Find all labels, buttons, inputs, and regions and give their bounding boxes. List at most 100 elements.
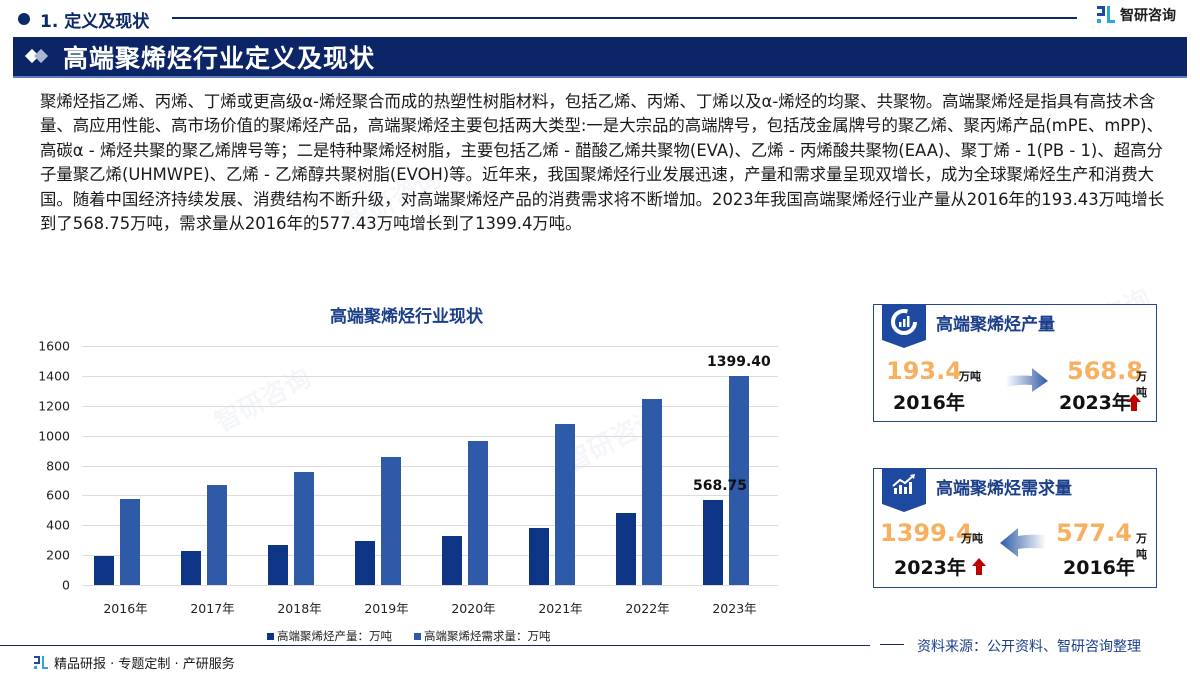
demand-bar [555,424,575,585]
brand-name: 智研咨询 [1120,8,1176,24]
to-unit: 万吨 [961,532,983,545]
x-tick-label: 2022年 [625,601,670,616]
demand-card: 高端聚烯烃需求量 1399.4 万吨 2023年 577.4 万吨 2016年 [873,468,1157,588]
footer-slogan: 精品研报 · 专题定制 · 产研服务 [34,653,235,672]
y-tick-label: 1400 [38,368,70,384]
y-tick-label: 1600 [38,338,70,354]
y-tick-label: 1200 [38,398,70,414]
production-bar [529,527,549,585]
title-banner: 高端聚烯烃行业定义及现状 [13,37,1187,78]
x-tick-label: 2020年 [451,601,496,616]
to-year: 2023年 [894,557,966,579]
bar-chart: 0 200 400 600 800 1000 1200 1400 1600 568.75 1399… [0,330,860,643]
legend-swatch [267,632,274,640]
x-tick-label: 2016年 [103,601,148,616]
bar-group [82,346,169,585]
bar-group [430,346,517,585]
demand-bar [207,485,227,585]
arrow-left-icon [1000,528,1046,557]
bar-group [256,346,343,585]
from-value: 577.4 [1056,519,1132,547]
gridline [82,585,778,586]
legend-label: 高端聚烯烃产量：万吨 [277,629,392,643]
slogan-text: 精品研报 · 专题定制 · 产研服务 [54,657,235,672]
production-bar [181,550,201,585]
gridline [82,555,778,557]
production-bar [355,540,375,585]
footer-divider [0,645,870,646]
x-tick-label: 2019年 [364,601,409,616]
section-divider [172,17,1077,19]
bar-group [604,346,691,585]
y-tick-label: 400 [46,517,70,533]
section-header: 1. 定义及现状 [18,6,149,32]
data-label: 568.75 [693,478,748,495]
legend-label: 高端聚烯烃需求量：万吨 [424,629,551,643]
production-card: 高端聚烯烃产量 193.4 万吨 2016年 568.8 万吨 2023年 [873,304,1157,422]
production-bar [268,545,288,585]
to-value: 1399.4 [880,519,973,547]
demand-bar [381,457,401,585]
source-divider [880,644,904,645]
y-tick-label: 200 [46,547,70,563]
brand-logo: 智研咨询 [1097,5,1176,25]
demand-bar [642,398,662,585]
legend-swatch [414,632,421,640]
x-tick-label: 2017年 [190,601,235,616]
chart-title: 高端聚烯烃行业现状 [330,307,483,327]
y-tick-label: 1000 [38,428,70,444]
y-tick-label: 600 [46,487,70,503]
logo-mark-icon [1097,6,1115,24]
demand-bar [729,375,749,585]
to-year: 2023年 [1059,392,1131,414]
to-unit: 万吨 [1136,370,1147,399]
bar-group [691,346,778,585]
plot-area: 568.75 1399.40 [82,346,778,586]
from-unit: 万吨 [1136,532,1147,561]
y-tick-label: 800 [46,458,70,473]
card-title: 高端聚烯烃需求量 [936,479,1072,499]
diamond-icon [24,48,51,64]
chart-legend: 高端聚烯烃产量：万吨 高端聚烯烃需求量：万吨 [267,628,573,644]
gridline [82,435,778,437]
x-tick-label: 2021年 [538,601,583,616]
gridline [82,465,778,467]
production-bar [94,556,114,585]
production-bar [616,512,636,585]
arrow-right-icon [1006,368,1048,392]
banner-title: 高端聚烯烃行业定义及现状 [63,43,376,73]
data-label: 1399.40 [707,353,771,370]
production-bar [703,500,723,585]
gridline [82,525,778,527]
gridline [82,346,778,347]
bar-group [169,346,256,585]
legend-item-demand: 高端聚烯烃需求量：万吨 [414,628,551,644]
from-year: 2016年 [1063,557,1135,579]
gridline [82,375,778,377]
x-tick-label: 2023年 [712,601,757,616]
gridline [82,495,778,497]
legend-item-production: 高端聚烯烃产量：万吨 [267,628,392,644]
up-arrow-icon [972,558,986,576]
intro-paragraph: 聚烯烃指乙烯、丙烯、丁烯或更高级α-烯烃聚合而成的热塑性树脂材料，包括乙烯、丙烯… [40,92,1165,234]
production-bar [442,536,462,585]
x-tick-label: 2018年 [277,601,322,616]
section-title: 1. 定义及现状 [40,11,150,32]
up-arrow-icon [1127,394,1141,412]
from-year: 2016年 [893,392,965,414]
data-source: 资料来源：公开资料、智研咨询整理 [917,639,1141,655]
card-title: 高端聚烯烃产量 [936,315,1055,335]
from-value: 193.4 [886,357,962,385]
y-tick-label: 0 [62,577,70,593]
bar-group [343,346,430,585]
gridline [82,405,778,407]
trend-up-chart-icon [882,468,926,512]
to-value: 568.8 [1067,357,1143,385]
demand-bar [120,498,140,585]
logo-mark-icon [34,655,48,670]
bullet-dot-icon [18,13,30,25]
from-unit: 万吨 [959,370,981,383]
bar-group [517,346,604,585]
demand-bar [468,441,488,585]
pie-bar-chart-icon [882,304,926,348]
